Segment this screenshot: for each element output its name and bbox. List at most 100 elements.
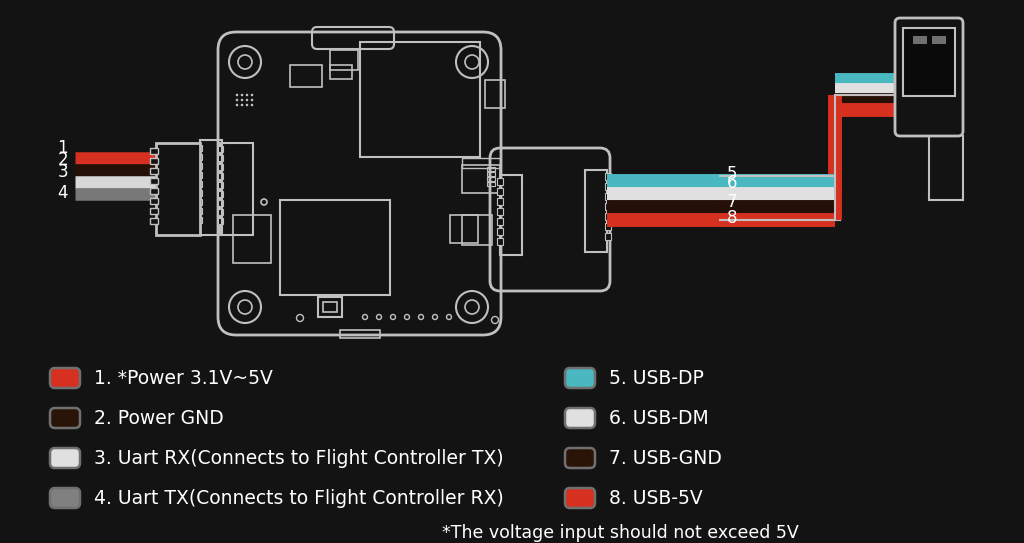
Bar [197, 154, 202, 160]
Text: 1: 1 [57, 139, 68, 157]
Text: 8: 8 [727, 209, 737, 227]
Text: 3: 3 [57, 163, 68, 181]
Bar [197, 199, 202, 205]
FancyBboxPatch shape [50, 368, 80, 388]
Bar [218, 146, 223, 152]
Bar [218, 164, 223, 170]
Bar [150, 208, 158, 214]
Bar [462, 158, 500, 168]
Bar [150, 168, 158, 174]
FancyBboxPatch shape [565, 408, 595, 428]
Bar [497, 188, 503, 195]
Bar [487, 167, 495, 171]
Bar [150, 178, 158, 184]
Text: 7. USB-GND: 7. USB-GND [609, 449, 722, 468]
Bar [200, 140, 222, 235]
Circle shape [246, 94, 248, 96]
Bar [150, 218, 158, 224]
Bar [605, 183, 611, 190]
Bar [197, 190, 202, 196]
FancyBboxPatch shape [50, 488, 80, 508]
Bar [497, 208, 503, 215]
Bar [197, 172, 202, 178]
Bar [218, 173, 223, 179]
FancyBboxPatch shape [50, 408, 80, 428]
Bar [150, 188, 158, 194]
FancyBboxPatch shape [565, 368, 595, 388]
Bar [156, 143, 200, 235]
Bar [497, 228, 503, 235]
Bar [218, 191, 223, 197]
Bar [462, 215, 492, 245]
Text: 2: 2 [57, 151, 68, 169]
Bar [150, 148, 158, 154]
Circle shape [251, 99, 253, 102]
Circle shape [236, 104, 239, 106]
Bar [485, 80, 505, 108]
Bar [220, 143, 253, 235]
Bar [462, 165, 500, 193]
Bar [932, 36, 946, 44]
Bar [318, 297, 342, 317]
Bar [340, 330, 380, 338]
Text: 6: 6 [727, 174, 737, 192]
Bar [487, 172, 495, 175]
Bar [150, 198, 158, 204]
Bar [218, 155, 223, 161]
Bar [605, 233, 611, 240]
Bar [497, 198, 503, 205]
Bar [497, 238, 503, 245]
Circle shape [236, 99, 239, 102]
Bar [197, 217, 202, 223]
Bar [150, 158, 158, 164]
Bar [605, 213, 611, 220]
Text: 5. USB-DP: 5. USB-DP [609, 369, 703, 388]
Bar [497, 218, 503, 225]
Bar [323, 302, 337, 312]
Circle shape [241, 99, 244, 102]
Bar [330, 65, 352, 79]
Bar [500, 175, 522, 255]
Text: 3. Uart RX(Connects to Flight Controller TX): 3. Uart RX(Connects to Flight Controller… [94, 449, 504, 468]
FancyBboxPatch shape [895, 18, 963, 136]
Bar [218, 182, 223, 188]
Text: *The voltage input should not exceed 5V: *The voltage input should not exceed 5V [441, 524, 799, 542]
Circle shape [246, 104, 248, 106]
Circle shape [241, 104, 244, 106]
Bar [290, 65, 322, 87]
Bar [720, 176, 840, 220]
FancyBboxPatch shape [565, 448, 595, 468]
Bar [218, 200, 223, 206]
FancyBboxPatch shape [50, 448, 80, 468]
Bar [360, 42, 480, 157]
Bar [487, 177, 495, 180]
Text: 1. *Power 3.1V~5V: 1. *Power 3.1V~5V [94, 369, 272, 388]
Bar [487, 182, 495, 186]
Bar [605, 193, 611, 200]
Text: 5: 5 [727, 165, 737, 183]
Circle shape [251, 104, 253, 106]
Bar [605, 173, 611, 180]
Text: 6. USB-DM: 6. USB-DM [609, 408, 709, 427]
Bar [218, 209, 223, 215]
Text: 4: 4 [57, 184, 68, 202]
Text: 2. Power GND: 2. Power GND [94, 408, 224, 427]
Text: 7: 7 [727, 193, 737, 211]
Bar [913, 36, 927, 44]
Bar [233, 215, 271, 263]
Bar [903, 28, 955, 96]
Circle shape [236, 94, 239, 96]
Bar [197, 145, 202, 151]
FancyBboxPatch shape [565, 488, 595, 508]
Text: 8. USB-5V: 8. USB-5V [609, 489, 702, 508]
Circle shape [241, 94, 244, 96]
Circle shape [251, 94, 253, 96]
Bar [585, 170, 607, 252]
Bar [330, 50, 358, 70]
Bar [280, 200, 390, 295]
Bar [197, 163, 202, 169]
Bar [218, 218, 223, 224]
Circle shape [246, 99, 248, 102]
Bar [605, 203, 611, 210]
Text: 4. Uart TX(Connects to Flight Controller RX): 4. Uart TX(Connects to Flight Controller… [94, 489, 504, 508]
